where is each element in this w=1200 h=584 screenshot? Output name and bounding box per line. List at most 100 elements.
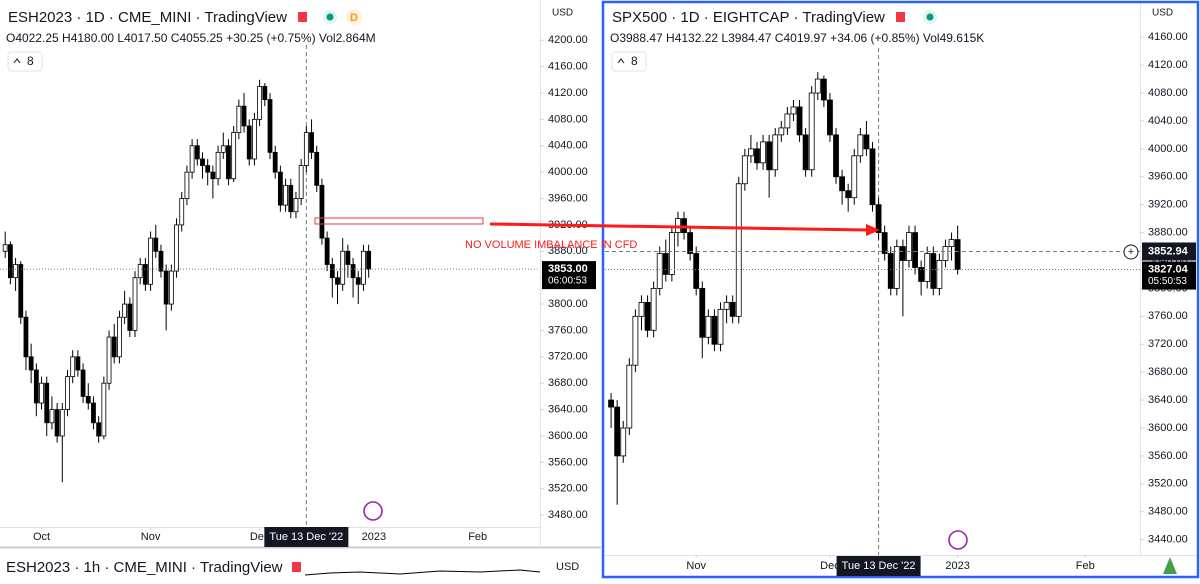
candle-body: [2, 244, 8, 252]
candle-body: [200, 158, 205, 166]
y-tick-label: 3600.00: [548, 430, 588, 442]
candle-body: [948, 239, 955, 247]
candle-body: [857, 134, 864, 157]
x-tick-label: Dec: [820, 560, 840, 572]
y-tick-label: 4040.00: [548, 140, 588, 152]
candle-body: [705, 315, 712, 338]
candle-body: [735, 183, 742, 317]
candle-body: [839, 176, 846, 192]
candle-body: [23, 316, 29, 358]
candle-body: [65, 376, 70, 410]
badge: D: [350, 12, 358, 24]
y-tick-label: 3440.00: [1148, 534, 1188, 546]
arrow-line[interactable]: [489, 222, 869, 232]
y-tick-label: 4000.00: [548, 166, 588, 178]
tree-icon[interactable]: [1163, 557, 1177, 574]
y-tick-label: 3920.00: [1148, 199, 1188, 211]
last-price-box: [1142, 261, 1196, 290]
x-tick-label: Nov: [141, 531, 161, 543]
candle-body: [142, 264, 148, 285]
y-tick-label: 3720.00: [1148, 338, 1188, 350]
candle-body: [226, 145, 231, 180]
candle-body: [283, 184, 288, 206]
bottom-pane-title: ESH2023 · 1h · CME_MINI · TradingView: [6, 559, 283, 576]
x-tick-label: Oct: [33, 531, 50, 543]
candle-body: [303, 132, 309, 166]
candle-body: [796, 106, 803, 136]
candle-body: [75, 356, 81, 371]
candle-body: [148, 237, 153, 285]
candle-body: [644, 301, 651, 331]
countdown: 05:50:53: [1148, 276, 1187, 287]
candle-body: [760, 141, 766, 164]
candle-body: [184, 171, 190, 199]
candle-body: [942, 246, 949, 261]
indicator-count: 8: [27, 54, 34, 68]
candle-body: [49, 409, 55, 424]
candle-body: [845, 190, 852, 199]
candle-body: [668, 232, 675, 275]
candle-body: [693, 253, 700, 289]
candle-body: [210, 171, 216, 180]
event-icon[interactable]: [948, 530, 968, 550]
candle-body: [335, 277, 340, 285]
indicator-toggle[interactable]: [7, 51, 43, 72]
candle-body: [257, 86, 263, 120]
y-tick-label: 3760.00: [548, 324, 588, 336]
candle-body: [887, 253, 894, 289]
candle-body: [875, 204, 882, 233]
candle-body: [930, 253, 937, 289]
active-panel-border: [601, 0, 1200, 579]
y-tick-label: 3560.00: [1148, 450, 1188, 462]
add-icon-glyph[interactable]: +: [1128, 246, 1134, 258]
crosshair-date-box: [264, 527, 349, 547]
y-tick-label: 3640.00: [1148, 394, 1188, 406]
candle-body: [662, 253, 669, 275]
y-tick-label: 4080.00: [1148, 87, 1188, 99]
candle-body: [80, 369, 86, 397]
y-tick-label: 3680.00: [548, 377, 588, 389]
candle-body: [293, 198, 299, 213]
imbalance-zone: [314, 217, 484, 225]
y-tick-label: 3600.00: [1148, 422, 1188, 434]
candle-body: [288, 184, 294, 213]
candle-body: [252, 118, 257, 160]
candle-body: [626, 364, 633, 429]
last-price-box: [542, 261, 596, 290]
candle-body: [179, 198, 185, 226]
crosshair-date: Tue 13 Dec '22: [842, 560, 916, 572]
status-dot: [926, 13, 934, 21]
candle-body: [820, 78, 827, 101]
candle-body: [345, 250, 351, 265]
candle-body: [687, 232, 694, 254]
candle-body: [361, 250, 366, 285]
candle-body: [851, 155, 858, 199]
currency: USD: [552, 8, 573, 19]
candle-body: [717, 308, 724, 345]
candle-body: [638, 301, 645, 317]
candle-body: [650, 288, 657, 331]
candle-body: [729, 301, 736, 317]
add-icon[interactable]: [1123, 244, 1139, 260]
y-tick-label: 3800.00: [548, 298, 588, 310]
arrow-head[interactable]: [866, 224, 880, 236]
last-price: 3827.04: [1148, 263, 1189, 275]
y-tick-label: 4200.00: [548, 34, 588, 46]
candle-body: [620, 427, 627, 457]
candle-body: [54, 409, 60, 437]
ohlc-legend: O4022.25 H4180.00 L4017.50 C4055.25 +30.…: [6, 31, 376, 45]
candle-body: [869, 148, 876, 206]
candle-body: [881, 232, 888, 254]
candle-body: [44, 382, 50, 424]
candle-body: [936, 260, 943, 289]
candle-body: [205, 165, 211, 173]
candle-body: [827, 99, 833, 136]
candle-body: [863, 134, 870, 150]
indicator-toggle[interactable]: [611, 51, 647, 72]
candle-body: [340, 250, 346, 285]
annotation[interactable]: NO VOLUME IMBALANCE IN CFD: [465, 239, 637, 251]
y-tick-label: 4120.00: [1148, 59, 1188, 71]
candle-body: [912, 232, 918, 268]
event-icon[interactable]: [363, 501, 383, 521]
candle-body: [656, 253, 663, 289]
